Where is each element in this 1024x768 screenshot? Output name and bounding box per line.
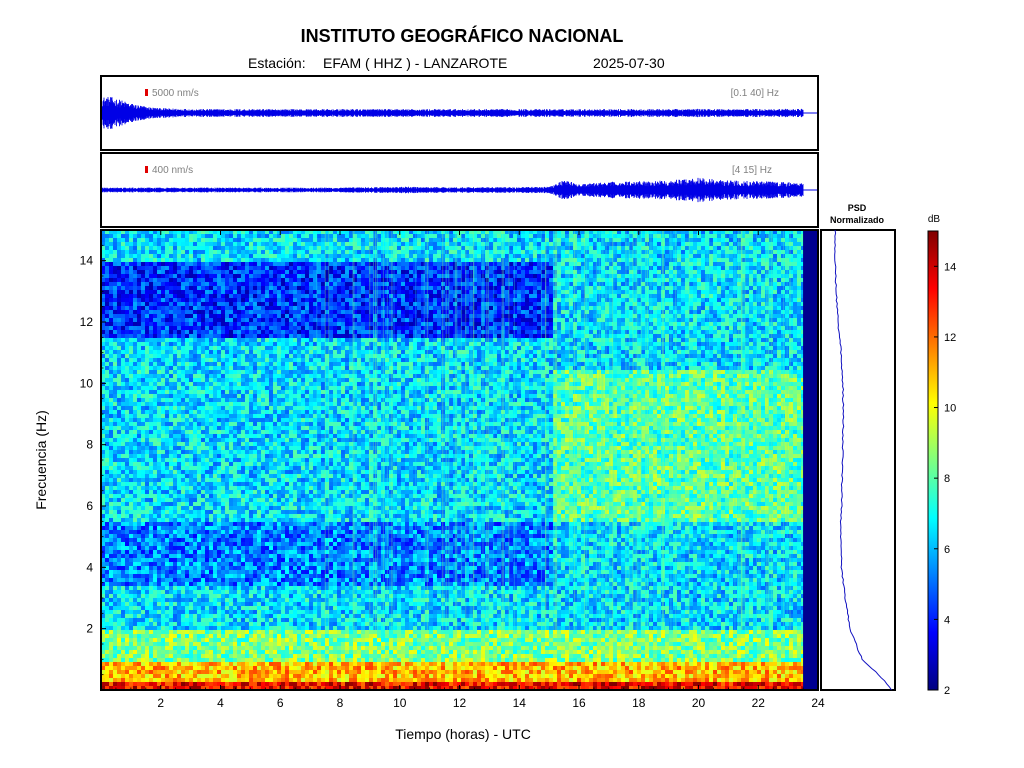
colorbar-tick-label: 12: [944, 332, 956, 344]
y-tick-label: 14: [80, 254, 94, 268]
y-tick-label: 8: [86, 438, 93, 452]
x-tick-label: 12: [453, 696, 467, 710]
colorbar-tick-label: 2: [944, 685, 950, 697]
x-tick-label: 6: [277, 696, 284, 710]
x-tick-label: 8: [337, 696, 344, 710]
x-tick-label: 16: [572, 696, 586, 710]
band-label-filtered: [4 15] Hz: [732, 165, 772, 176]
spectrogram-texture: [101, 230, 805, 690]
psd-panel: PSD Normalizado: [820, 203, 896, 691]
y-tick-label: 4: [86, 560, 93, 574]
waveform-panel-filtered: 400 nm/s [4 15] Hz: [100, 152, 819, 228]
band-label-broadband: [0.1 40] Hz: [731, 88, 779, 99]
x-axis-label: Tiempo (horas) - UTC: [395, 726, 531, 742]
x-tick-label: 4: [217, 696, 224, 710]
y-axis-label: Frecuencia (Hz): [33, 410, 49, 510]
scale-bar-filtered: [145, 166, 148, 173]
station-name: EFAM ( HHZ ) - LANZAROTE: [323, 55, 507, 71]
x-tick-label: 2: [157, 696, 164, 710]
psd-curve: [834, 229, 892, 691]
scale-label-filtered: 400 nm/s: [152, 165, 193, 176]
scale-label-broadband: 5000 nm/s: [152, 88, 199, 99]
x-tick-label: 22: [752, 696, 766, 710]
colorbar-ticks: 2 4 6 8 10 12 14: [934, 261, 956, 697]
x-tick-label: 24: [811, 696, 825, 710]
colorbar-tick-label: 14: [944, 261, 956, 273]
psd-subtitle: Normalizado: [830, 215, 885, 225]
spectrogram-image: [101, 230, 818, 690]
colorbar-tick-label: 4: [944, 614, 950, 626]
waveform-panel-broadband: 5000 nm/s [0.1 40] Hz: [100, 75, 819, 151]
waveform-trace-broadband: [101, 97, 818, 129]
x-tick-label: 18: [632, 696, 646, 710]
y-tick-label: 2: [86, 622, 93, 636]
y-tick-label: 10: [80, 376, 94, 390]
station-label: Estación:: [248, 55, 306, 71]
scale-bar-broadband: [145, 89, 148, 96]
x-tick-label: 20: [692, 696, 706, 710]
colorbar-gradient: [927, 230, 939, 691]
colorbar-tick-label: 8: [944, 473, 950, 485]
figure-title: INSTITUTO GEOGRÁFICO NACIONAL: [0, 26, 924, 47]
colorbar-unit: dB: [928, 214, 941, 225]
waveform-trace-filtered: [101, 177, 818, 203]
colorbar-tick-label: 6: [944, 544, 950, 556]
colorbar: dB 2 4 6 8 10 12 14: [927, 214, 956, 697]
x-tick-label: 14: [513, 696, 527, 710]
colorbar-tick-label: 10: [944, 403, 956, 415]
psd-frame: [820, 229, 896, 691]
spectrogram-no-data: [803, 230, 818, 690]
y-tick-label: 12: [80, 315, 94, 329]
station-date: 2025-07-30: [593, 55, 665, 71]
psd-title: PSD: [848, 203, 867, 213]
x-tick-label: 10: [393, 696, 407, 710]
y-tick-label: 6: [86, 499, 93, 513]
